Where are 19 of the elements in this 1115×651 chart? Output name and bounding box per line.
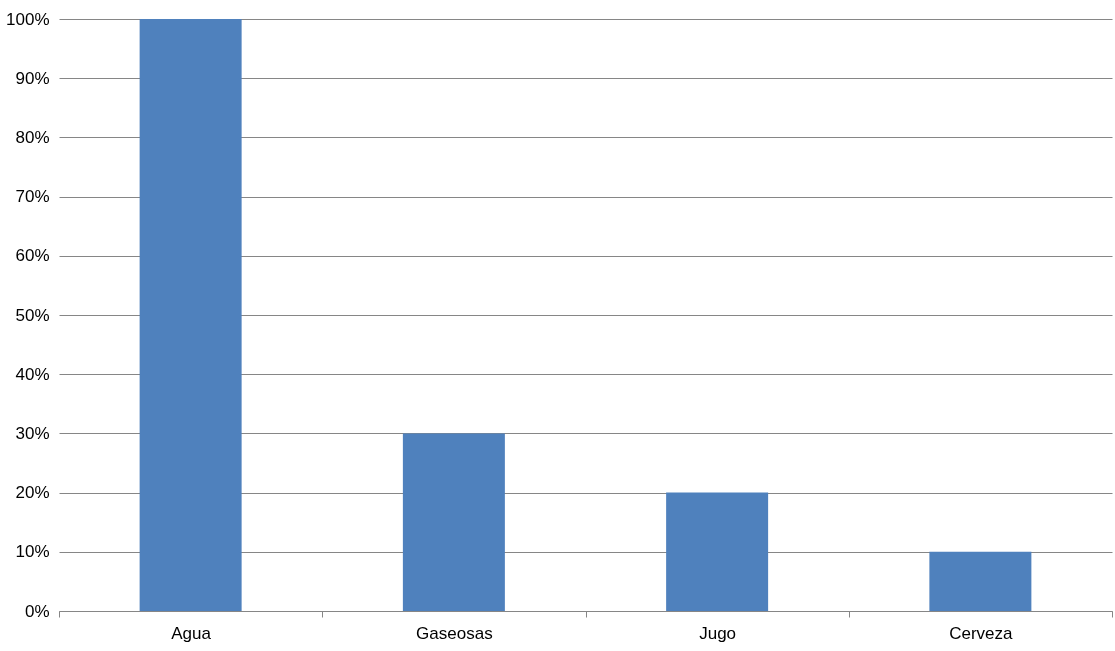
y-tick-label: 10%: [15, 542, 50, 562]
y-tick-label: 80%: [15, 127, 50, 147]
y-tick-label: 20%: [15, 483, 50, 503]
bar: [139, 19, 242, 611]
x-tick-label: Agua: [171, 623, 212, 643]
x-tick-label: Cerveza: [949, 623, 1014, 643]
y-tick-label: 30%: [15, 423, 50, 443]
y-tick-label: 90%: [15, 68, 50, 88]
bar: [402, 433, 505, 611]
y-tick-label: 50%: [15, 305, 50, 325]
x-tick-label: Gaseosas: [416, 623, 493, 643]
y-tick-label: 40%: [15, 364, 50, 384]
x-tick-label: Jugo: [699, 623, 737, 643]
bar: [929, 551, 1032, 611]
y-tick-label: 100%: [6, 9, 50, 29]
y-tick-label: 0%: [24, 601, 50, 621]
y-tick-label: 60%: [15, 246, 50, 266]
y-tick-label: 70%: [15, 187, 50, 207]
bar: [666, 492, 769, 611]
